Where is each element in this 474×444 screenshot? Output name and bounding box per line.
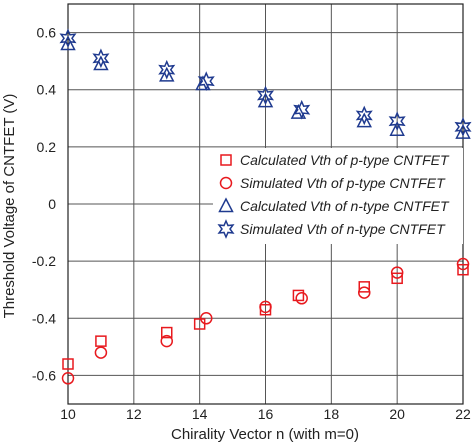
legend-marker xyxy=(220,154,232,166)
legend-background xyxy=(213,148,463,244)
x-axis-title: Chirality Vector n (with m=0) xyxy=(171,426,359,443)
y-tick-label: -0.2 xyxy=(32,253,56,269)
data-point-series-1 xyxy=(391,272,403,285)
data-point-series-4 xyxy=(388,111,406,131)
data-point-series-2 xyxy=(358,286,371,299)
data-point-series-1 xyxy=(358,281,370,293)
x-tick-label: 14 xyxy=(192,406,208,422)
y-tick-label: 0 xyxy=(48,196,56,212)
data-point-series-4 xyxy=(454,117,472,137)
y-tick-label: 0.4 xyxy=(37,82,57,98)
legend: Calculated Vth of p-type CNTFET Simulated… xyxy=(213,148,463,244)
data-point-series-4 xyxy=(256,85,275,106)
data-point-series-4 xyxy=(293,99,311,120)
x-tick-label: 12 xyxy=(126,406,142,422)
data-point-series-2 xyxy=(200,312,213,325)
data-point-series-1 xyxy=(62,358,74,370)
x-tick-label: 22 xyxy=(455,406,471,422)
data-point-series-3 xyxy=(389,121,405,136)
legend-label: Simulated Vth of p-type CNTFET xyxy=(240,175,446,191)
data-point-series-3 xyxy=(93,55,109,71)
data-point-series-1 xyxy=(457,263,469,276)
y-tick-label: -0.4 xyxy=(32,310,56,326)
data-point-series-4 xyxy=(197,71,215,91)
data-point-series-2 xyxy=(61,372,75,385)
data-point-series-3 xyxy=(60,35,76,51)
legend-label: Simulated Vth of n-type CNTFET xyxy=(240,221,446,237)
data-point-series-2 xyxy=(390,266,404,279)
x-tick-label: 18 xyxy=(324,406,340,422)
data-point-series-3 xyxy=(356,112,372,128)
data-point-series-2 xyxy=(160,334,173,348)
y-axis-title: Threshold Voltage of CNTFET (V) xyxy=(1,94,18,319)
data-point-series-1 xyxy=(292,289,305,302)
x-tick-label: 20 xyxy=(389,406,405,422)
legend-marker xyxy=(217,219,235,239)
data-point-series-2 xyxy=(94,346,108,359)
data-point-series-3 xyxy=(290,103,307,119)
legend-marker xyxy=(218,197,234,213)
data-point-series-4 xyxy=(59,28,77,49)
legend-marker xyxy=(219,176,233,190)
y-tick-label: 0.2 xyxy=(37,139,57,155)
data-point-series-3 xyxy=(159,66,175,82)
data-point-series-1 xyxy=(161,326,173,339)
data-point-series-1 xyxy=(95,335,107,347)
y-tick-label: -0.6 xyxy=(32,367,56,383)
data-markers xyxy=(59,28,472,385)
data-point-series-3 xyxy=(195,75,211,91)
y-tick-label: 0.6 xyxy=(37,25,57,41)
y-axis-ticks: -0.6 -0.4 -0.2 0 0.2 0.4 0.6 xyxy=(32,25,56,384)
x-axis-ticks: 10 12 14 16 18 20 22 xyxy=(60,406,471,422)
data-point-series-2 xyxy=(456,257,470,271)
data-point-series-2 xyxy=(295,292,308,305)
legend-label: Calculated Vth of p-type CNTFET xyxy=(240,152,450,168)
data-point-series-3 xyxy=(455,123,471,139)
x-tick-label: 16 xyxy=(258,406,274,422)
data-point-series-4 xyxy=(355,105,373,126)
data-point-series-4 xyxy=(158,59,176,80)
x-tick-label: 10 xyxy=(60,406,76,422)
legend-label: Calculated Vth of n-type CNTFET xyxy=(240,198,450,214)
data-point-series-3 xyxy=(257,92,274,108)
data-point-series-2 xyxy=(259,300,272,314)
data-point-series-4 xyxy=(92,48,110,69)
